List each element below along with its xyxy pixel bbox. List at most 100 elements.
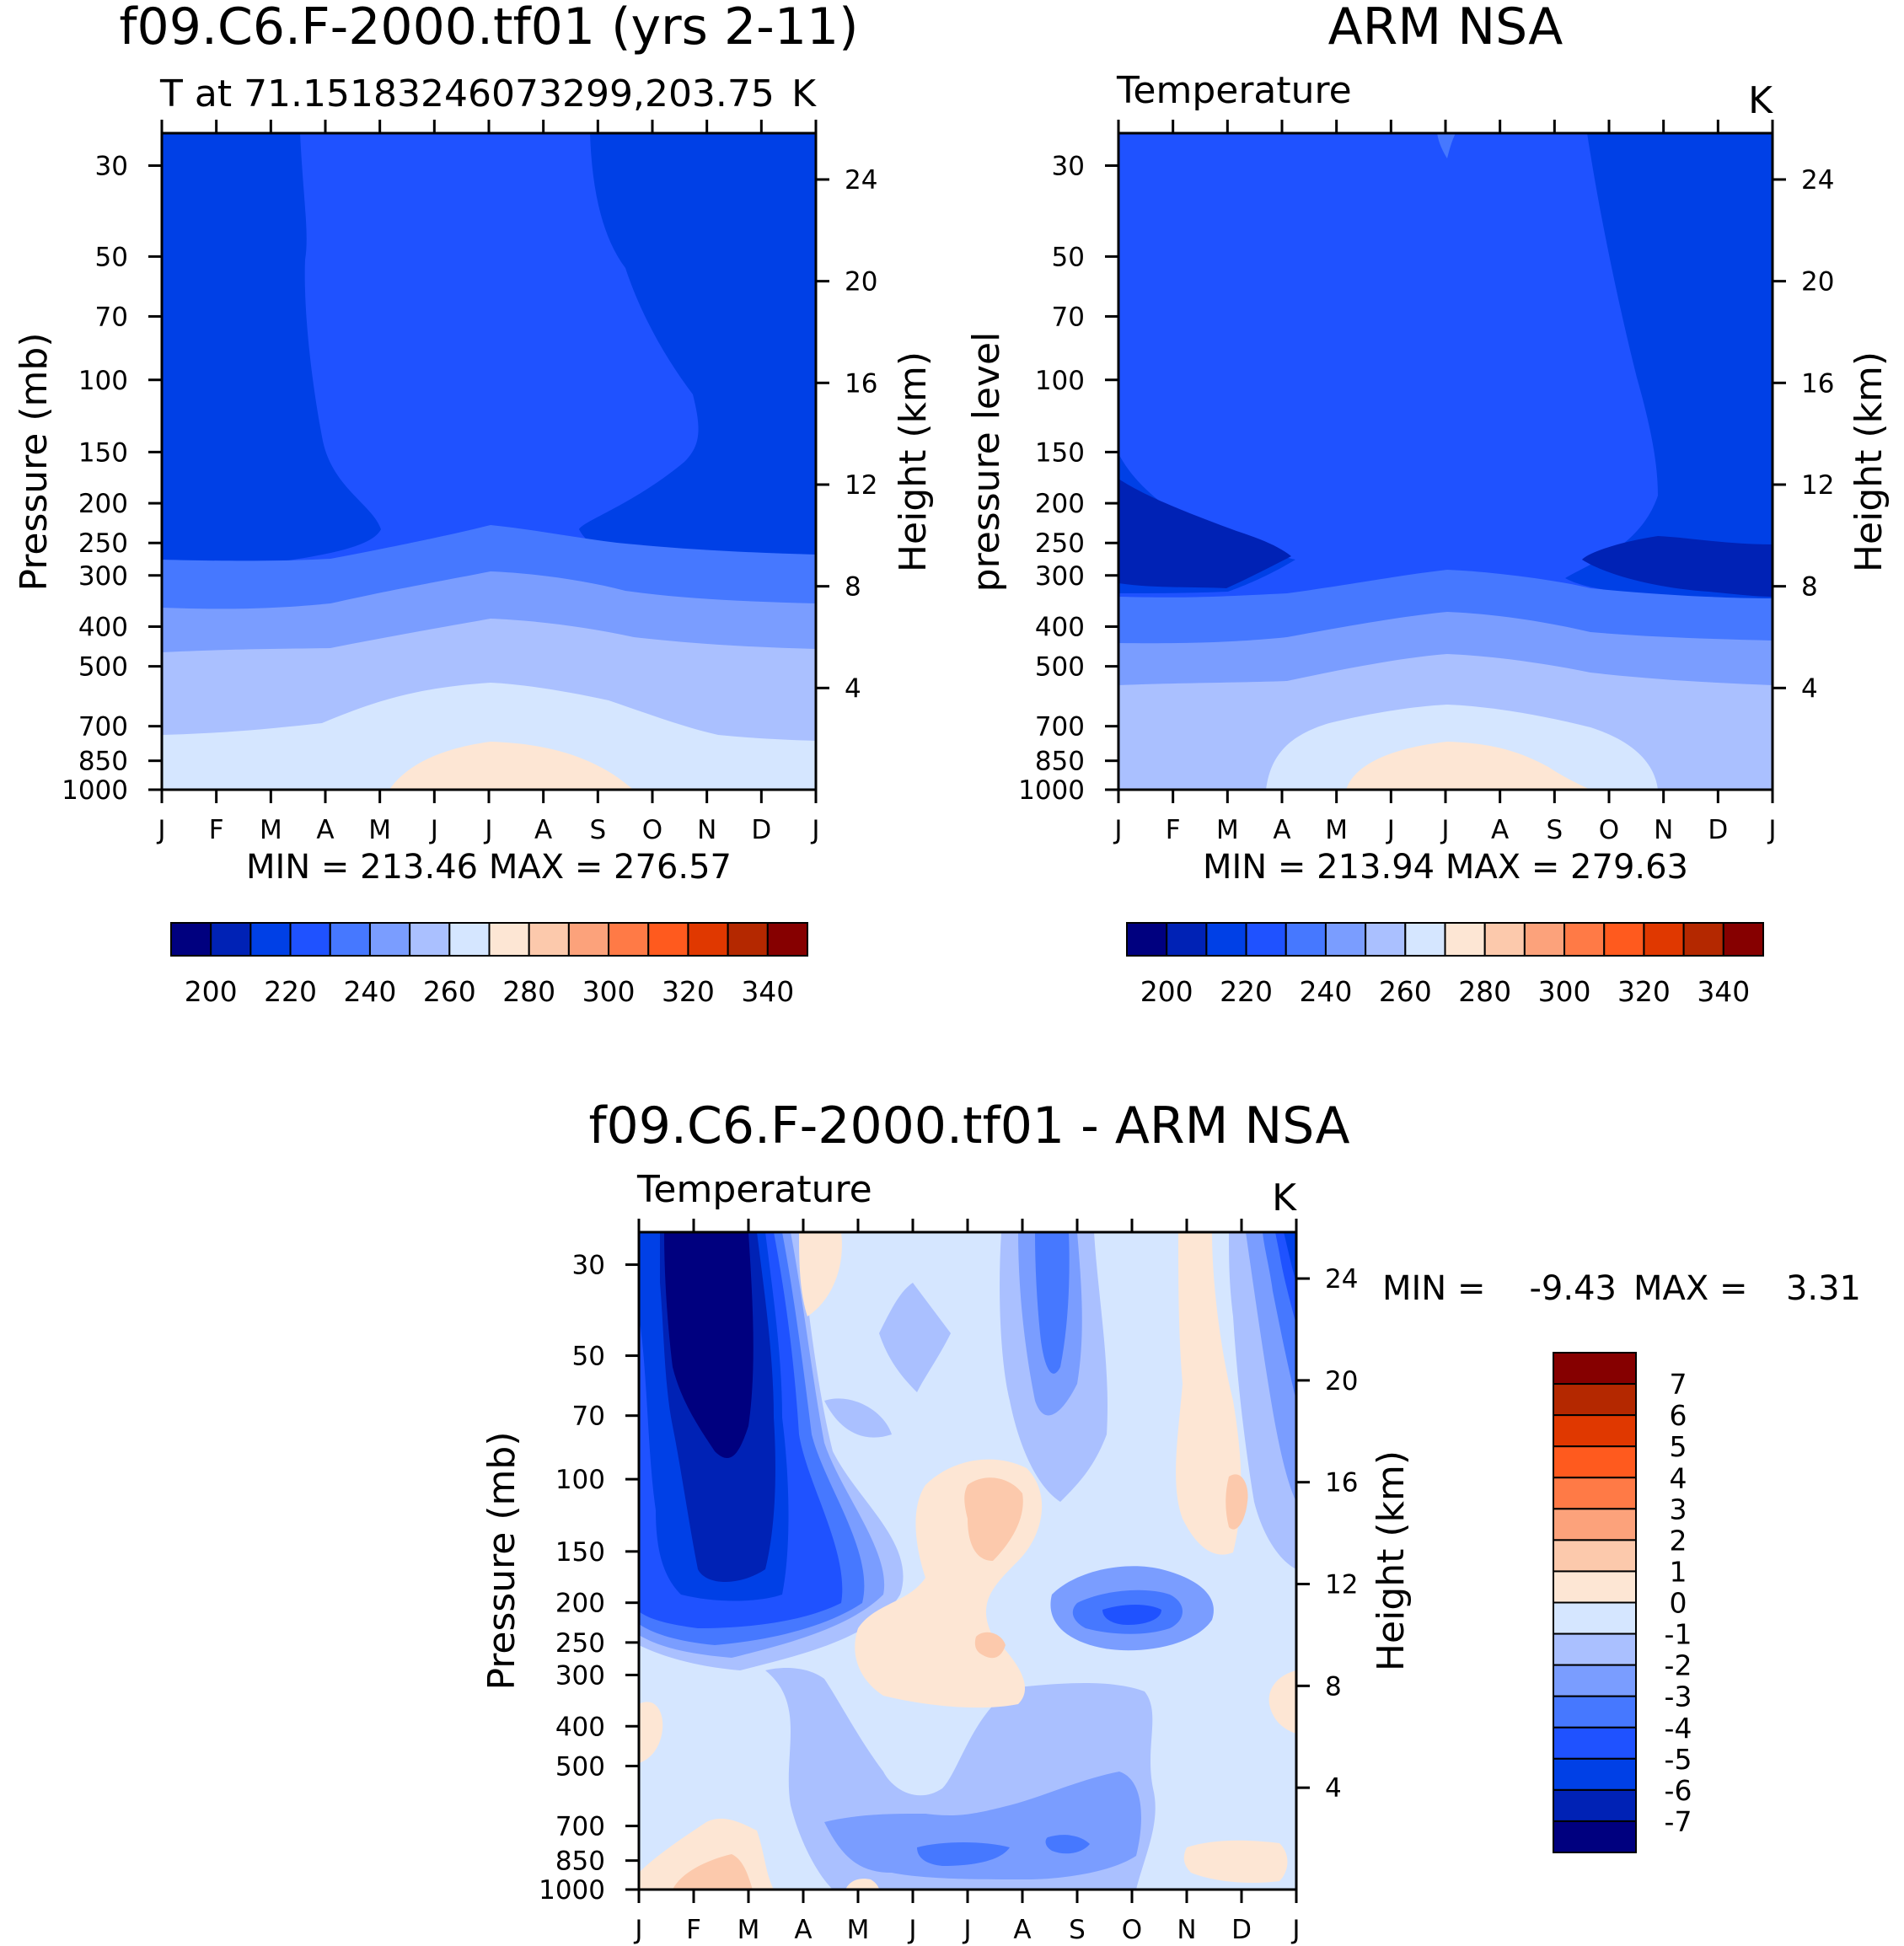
colorbar-swatch — [1166, 922, 1208, 957]
band-220-right — [1565, 133, 1773, 598]
height-tick-label: 8 — [1325, 1671, 1342, 1702]
pos-bottom-mid — [845, 1879, 879, 1890]
panel-diff: f09.C6.F-2000.tf01 - ARM NSA Temperature… — [480, 1096, 1861, 1945]
y-right-axis-label: Height (km) — [1848, 351, 1891, 572]
y-tick-label: 400 — [555, 1712, 605, 1742]
x-tick-label: O — [1599, 815, 1619, 845]
colorbar-swatch — [727, 922, 769, 957]
x-tick-label: D — [1708, 815, 1728, 845]
colorbar-swatch — [1126, 922, 1168, 957]
stats-label: MIN = 213.46 MAX = 276.57 — [246, 848, 732, 887]
colorbar-label: 2 — [1670, 1524, 1687, 1557]
y-tick-label: 250 — [78, 528, 128, 559]
colorbar-swatch — [1553, 1726, 1637, 1760]
y-tick-label: 850 — [1035, 747, 1085, 777]
panel-model: f09.C6.F-2000.tf01 (yrs 2-11) T at 71.15… — [13, 0, 935, 1008]
x-tick-label: S — [1069, 1915, 1086, 1945]
colorbar-label: 5 — [1670, 1430, 1687, 1463]
colorbar-swatch — [448, 922, 491, 957]
colorbar-label: 240 — [343, 975, 396, 1008]
y-tick-label: 30 — [1052, 152, 1085, 182]
colorbar: 200 220 240 260 280 300 320 340 — [1126, 922, 1764, 1008]
colorbar-swatch — [1553, 1757, 1637, 1791]
x-tick-label: M — [737, 1915, 760, 1945]
colorbar-swatch — [1553, 1570, 1637, 1604]
colorbar-swatch — [1553, 1352, 1637, 1386]
pos-right-mid — [1176, 1232, 1242, 1555]
colorbar-swatch — [1245, 922, 1287, 957]
y-tick-label: 250 — [1035, 528, 1085, 559]
y-right-axis-label: Height (km) — [892, 351, 935, 572]
x-tick-label: S — [1546, 815, 1563, 845]
x-tick-label: A — [316, 815, 334, 845]
stats-min-value: -9.43 — [1530, 1269, 1617, 1308]
x-tick-label: J — [1440, 815, 1449, 845]
blob-neg3 — [1102, 1605, 1161, 1625]
height-tick-label: 8 — [1801, 572, 1818, 603]
stats-max-value: 3.31 — [1786, 1269, 1861, 1308]
y-tick-label: 100 — [78, 366, 128, 396]
y-tick-label: 200 — [555, 1589, 605, 1619]
band-210-left — [1118, 479, 1291, 588]
y-tick-label: 150 — [78, 437, 128, 468]
y-tick-label: 100 — [1035, 366, 1085, 396]
upper-neg3 — [1035, 1232, 1070, 1374]
x-tick-label: J — [1290, 1915, 1300, 1945]
colorbar-swatch — [1603, 922, 1645, 957]
x-tick-label: J — [429, 815, 438, 845]
height-tick-label: 4 — [1801, 673, 1818, 704]
x-tick-label: J — [810, 815, 819, 845]
units-label: K — [1272, 1177, 1297, 1220]
band-top-right-dark — [1734, 133, 1773, 369]
colorbar-label: 6 — [1670, 1399, 1687, 1432]
y-tick-label: 50 — [1052, 242, 1085, 272]
colorbar-swatch — [1553, 1664, 1637, 1697]
surface-neg3b — [1045, 1835, 1090, 1854]
x-tick-label: J — [1386, 815, 1395, 845]
colorbar-swatch — [766, 922, 808, 957]
right-neg5 — [1284, 1232, 1296, 1283]
band-270 — [1346, 742, 1590, 790]
y-tick-label: 70 — [572, 1402, 605, 1432]
x-tick-label: J — [483, 815, 492, 845]
x-tick-label: O — [1122, 1915, 1142, 1945]
colorbar-label: 320 — [1617, 975, 1671, 1008]
colorbar-label: -4 — [1665, 1712, 1692, 1745]
y-right-axis-label: Height (km) — [1370, 1450, 1413, 1671]
colorbar-label: 220 — [264, 975, 317, 1008]
contour-field — [1118, 133, 1773, 790]
colorbar-swatch — [170, 922, 212, 957]
y-tick-label: 200 — [78, 489, 128, 519]
colorbar-label: 3 — [1670, 1493, 1687, 1525]
height-tick-label: 16 — [1325, 1468, 1358, 1498]
y-axis-label: pressure level — [965, 332, 1008, 592]
y-tick-label: 300 — [78, 561, 128, 592]
colorbar-swatch — [567, 922, 610, 957]
colorbar-label: 280 — [1458, 975, 1511, 1008]
anom-neg7 — [664, 1232, 754, 1459]
colorbar-swatch — [409, 922, 451, 957]
y-tick-label: 700 — [555, 1812, 605, 1842]
x-tick-label: M — [1325, 815, 1348, 845]
y-tick-label: 30 — [572, 1251, 605, 1281]
band-220-right — [579, 133, 816, 576]
colorbar-swatch — [1563, 922, 1606, 957]
y-axis-label: Pressure (mb) — [13, 333, 56, 592]
band-260-lower — [162, 774, 314, 790]
colorbar-swatch — [1404, 922, 1446, 957]
colorbar-swatch — [1483, 922, 1526, 957]
x-tick-label: J — [907, 1915, 916, 1945]
height-tick-label: 24 — [1325, 1264, 1358, 1295]
colorbar-label: 4 — [1670, 1461, 1687, 1494]
y-axis-label: Pressure (mb) — [480, 1432, 523, 1691]
height-tick-label: 16 — [845, 368, 877, 399]
colorbar-label: 300 — [582, 975, 636, 1008]
x-tick-label: M — [368, 815, 391, 845]
colorbar-swatch — [249, 922, 292, 957]
panel-subtitle: Temperature — [1116, 69, 1352, 112]
colorbar-swatch — [1553, 1788, 1637, 1822]
height-tick-label: 4 — [1325, 1773, 1342, 1804]
